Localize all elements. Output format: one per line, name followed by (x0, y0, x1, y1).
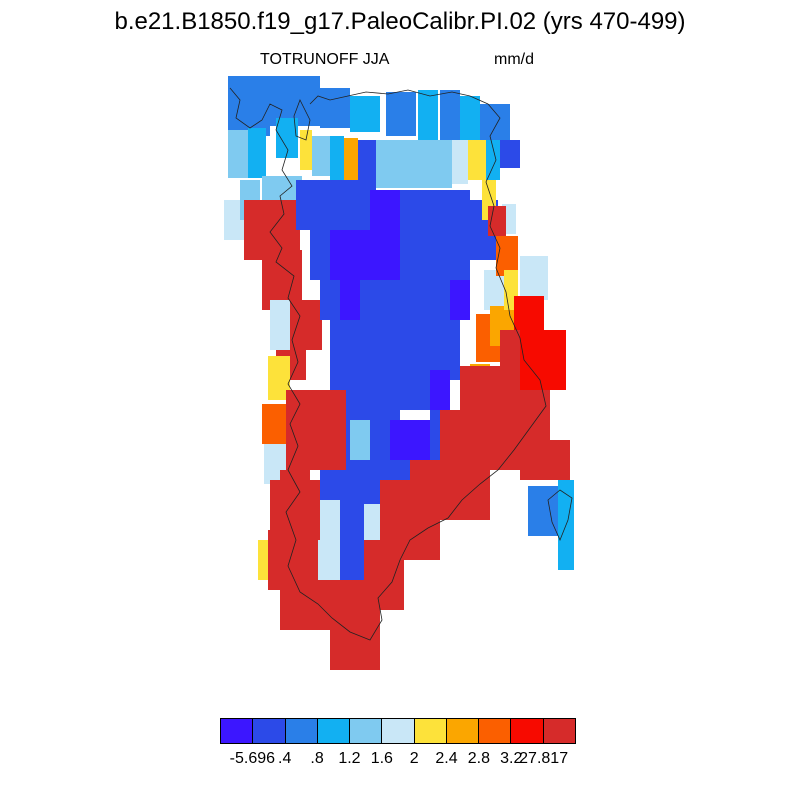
colorbar-swatch (221, 719, 254, 743)
grid-cell (376, 140, 402, 188)
grid-cell (286, 390, 346, 470)
grid-cell (344, 138, 358, 190)
colorbar-swatch (317, 719, 351, 743)
grid-cell (496, 236, 518, 276)
grid-cell (350, 420, 370, 460)
grid-cell (402, 140, 422, 188)
grid-cell (350, 96, 380, 132)
grid-cell (228, 130, 248, 178)
colorbar-swatch (479, 719, 512, 743)
grid-cell (440, 320, 460, 380)
grid-cell (330, 136, 344, 186)
grid-cell (452, 140, 468, 184)
colorbar-label: 1.6 (370, 750, 393, 767)
grid-cell (528, 486, 558, 536)
grid-cell (330, 600, 380, 670)
colorbar-swatch (285, 719, 318, 743)
colorbar-label: .4 (278, 750, 292, 767)
colorbar (220, 718, 576, 744)
colorbar-swatch (446, 719, 480, 743)
colorbar-label: 2.4 (435, 750, 458, 767)
grid-cell (320, 88, 350, 128)
grid-cell (460, 96, 480, 140)
colorbar-label: -5.696 (229, 750, 276, 767)
grid-cell (486, 140, 500, 180)
grid-cell (380, 480, 440, 560)
grid-cell (248, 128, 266, 178)
grid-cell (330, 230, 370, 280)
grid-cell (390, 420, 430, 460)
grid-cell (330, 320, 380, 370)
grid-cell (480, 104, 510, 144)
grid-cell (276, 118, 298, 158)
grid-cell (540, 330, 566, 390)
coastline (229, 87, 573, 641)
grid-cell (400, 370, 430, 410)
grid-cell (370, 280, 410, 320)
grid-cell (500, 330, 520, 370)
grid-cell (280, 470, 310, 500)
colorbar-swatch (350, 719, 383, 743)
grid-cell (370, 190, 400, 280)
grid-cell (268, 356, 290, 400)
grid-cell (296, 180, 376, 230)
grid-cell (418, 90, 438, 140)
grid-cells (224, 76, 574, 670)
grid-cell (340, 520, 364, 580)
colorbar-swatch (414, 719, 447, 743)
grid-cell (228, 76, 270, 136)
colorbar-swatch (543, 719, 575, 743)
colorbar-label: 27.817 (519, 750, 569, 767)
units-label: mm/d (494, 51, 534, 68)
grid-cell (340, 280, 360, 320)
colorbar-label: 1.2 (338, 750, 361, 767)
grid-cell (224, 200, 244, 240)
plot-title: b.e21.B1850.f19_g17.PaleoCalibr.PI.02 (y… (114, 8, 686, 35)
grid-cell (400, 190, 430, 280)
colorbar-label: 2 (409, 750, 419, 767)
colorbar-swatch (511, 719, 544, 743)
colorbar-label: 2.8 (467, 750, 491, 767)
colorbar-swatch (382, 719, 415, 743)
grid-cell (430, 190, 470, 280)
grid-cell (386, 92, 416, 136)
grid-cell (460, 366, 520, 416)
grid-cell (422, 140, 452, 188)
colorbar-label: 3.2 (500, 750, 523, 767)
grid-cell (358, 140, 376, 188)
grid-cell (484, 270, 504, 310)
grid-cell (312, 136, 330, 176)
grid-cell (520, 256, 548, 300)
grid-cell (270, 300, 290, 350)
grid-cell (270, 76, 320, 126)
grid-cell (450, 280, 470, 320)
variable-label: TOTRUNOFF JJA (260, 51, 390, 68)
grid-cell (540, 440, 570, 480)
grid-cell (300, 130, 312, 170)
grid-cell (500, 140, 520, 168)
grid-cell (430, 370, 450, 410)
grid-cell (468, 140, 486, 180)
colorbar-label: .8 (310, 750, 324, 767)
grid-cell (440, 90, 460, 140)
colorbar-swatch (253, 719, 286, 743)
